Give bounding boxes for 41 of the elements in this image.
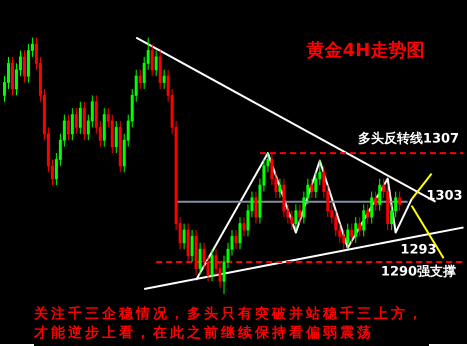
candlestick [374,191,378,212]
annotation: 1303 [426,188,463,204]
candlestick [210,248,214,282]
candlestick [278,178,282,198]
candlestick [78,101,82,134]
annotation: 1293 [400,242,437,258]
candlestick [138,69,142,90]
candlestick [358,216,362,237]
candlestick [310,178,314,198]
candlestick [238,216,242,250]
candlestick [198,242,202,276]
candlestick [314,172,318,198]
annotation: 多头反转线1307 [358,130,460,147]
candlestick [114,120,118,154]
text: 关注千三企稳情况，多头只有突破并站稳千三上方，才能逆步上看，在此之前继续保持看偏弱震荡 [34,305,429,343]
candlestick [150,44,154,77]
candlestick [154,50,158,77]
candlestick [298,204,302,224]
candlestick [398,191,402,212]
candlestick [22,50,26,84]
candlestick [70,108,74,141]
candlestick [370,191,374,224]
candlestick [290,210,294,230]
candlestick [242,216,246,237]
annotation: 1290强支撑 [380,264,456,280]
candlestick [366,204,370,224]
candlestick [234,229,238,250]
candlestick [182,223,186,250]
candlestick [362,204,366,237]
candlestick [294,204,298,230]
candlestick [254,191,258,224]
candlestick [66,114,70,141]
candlestick [190,229,194,263]
candlestick [162,69,166,90]
candlestick [74,108,78,134]
chart-title: 黄金4H走势图 [306,40,424,61]
candlestick [378,178,382,212]
candlestick [334,210,338,237]
candlestick [346,223,350,250]
candlestick [354,216,358,244]
candlestick [342,229,346,250]
